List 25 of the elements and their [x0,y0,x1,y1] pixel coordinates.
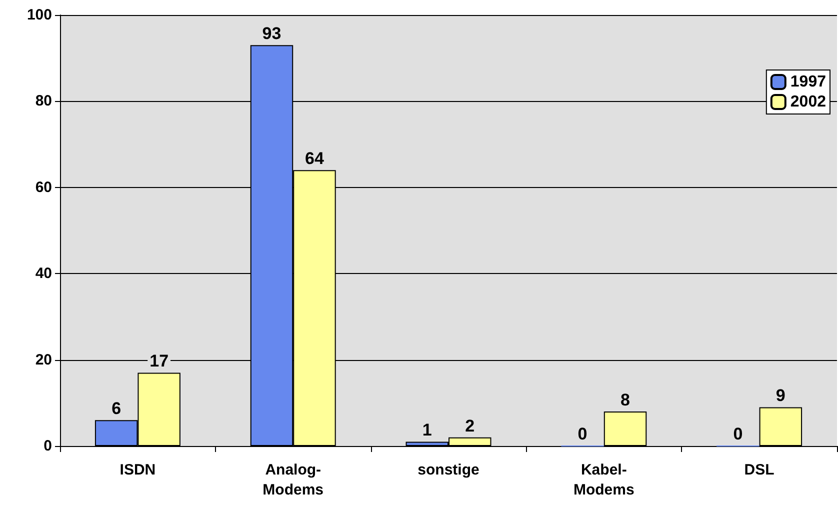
data-label: 17 [150,352,169,371]
data-label: 8 [620,390,630,410]
y-tick-label: 20 [35,351,52,368]
x-tick-label: ISDN [120,462,156,478]
x-tick-label: Kabel-Modems [573,462,634,498]
data-label: 0 [733,424,743,444]
y-tick-label: 40 [35,265,52,282]
x-tick-label: DSL [744,462,774,478]
data-label: 93 [262,24,282,44]
data-label: 6 [112,399,122,418]
y-tick-label: 60 [35,178,52,196]
data-label: 1 [422,420,432,440]
legend-label: 1997 [790,74,826,90]
data-label: 0 [578,424,588,444]
x-tick-label: sonstige [418,462,480,478]
bar [759,407,802,446]
bar [604,412,647,446]
data-label: 9 [776,386,786,406]
legend-label: 2002 [790,94,826,110]
y-tick-label: 100 [26,6,52,24]
data-label: 2 [465,416,475,436]
x-tick-label: Analog-Modems [262,462,324,498]
data-label: 64 [305,149,324,168]
y-tick-label: 80 [35,92,52,110]
y-tick-label: 0 [44,438,52,454]
